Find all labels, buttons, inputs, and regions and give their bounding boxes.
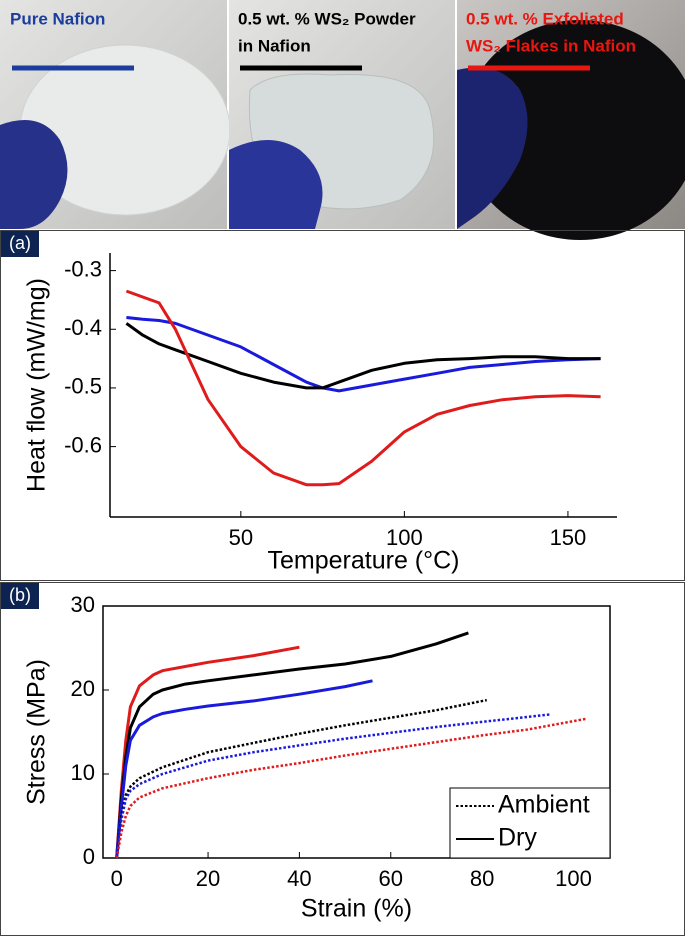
x-tick-label: 100: [386, 525, 423, 550]
glove: [0, 120, 68, 229]
photo-label: 0.5 wt. % Exfoliated: [466, 9, 624, 28]
panel-label-box: [1, 583, 39, 609]
plot-frame: [102, 605, 611, 859]
y-tick-label: 0: [83, 844, 95, 869]
data-line: [125, 289, 601, 487]
legend-label: Dry: [498, 824, 537, 852]
photo-labels: Pure Nafion 0.5 wt. % WS₂ Powder in Nafion…: [10, 9, 636, 71]
x-axis-label: Strain (%): [301, 895, 412, 923]
data-line: [115, 713, 551, 859]
data-line: [115, 679, 373, 859]
y-axis-label: Stress (MPa): [23, 659, 51, 805]
data-line: [115, 631, 469, 859]
panel-label: (a): [9, 233, 31, 253]
data-line: [125, 322, 601, 390]
film: [462, 20, 685, 240]
y-tick-label: -0.6: [64, 432, 102, 457]
y-axis-label: Heat flow (mW/mg): [23, 278, 51, 492]
x-tick-label: 50: [229, 525, 253, 550]
photo-label: in Nafion: [238, 36, 311, 55]
x-tick-label: 150: [550, 525, 587, 550]
y-tick-label: -0.3: [64, 256, 102, 281]
y-tick-label: 30: [71, 592, 95, 617]
glove: [229, 140, 323, 229]
x-tick-label: 60: [379, 866, 403, 891]
y-tick-label: 10: [71, 760, 95, 785]
photo-label: Pure Nafion: [10, 9, 105, 28]
x-tick-label: 80: [470, 866, 494, 891]
x-tick-label: 0: [111, 866, 123, 891]
x-axis-label: Temperature (°C): [268, 547, 460, 575]
x-tick-label: 20: [196, 866, 220, 891]
x-tick-label: 100: [555, 866, 592, 891]
photo-strip: [0, 0, 685, 240]
data-line: [115, 717, 588, 859]
photo-label: 0.5 wt. % WS₂ Powder: [238, 9, 416, 28]
panel-label: (b): [9, 585, 31, 605]
photo-label: WS₂ Flakes in Nafion: [466, 36, 636, 55]
glove: [457, 67, 528, 229]
y-tick-label: -0.5: [64, 374, 102, 399]
legend-box: [449, 787, 611, 859]
data-line: [115, 698, 487, 859]
legend-label: Ambient: [498, 791, 590, 819]
y-tick-label: -0.4: [64, 315, 102, 340]
x-tick-label: 40: [287, 866, 311, 891]
y-tick-label: 20: [71, 676, 95, 701]
panel-label-box: [1, 231, 39, 257]
